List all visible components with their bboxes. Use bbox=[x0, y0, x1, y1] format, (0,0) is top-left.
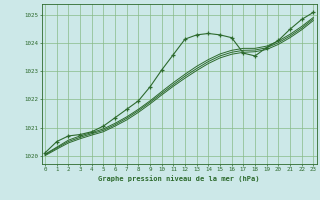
X-axis label: Graphe pression niveau de la mer (hPa): Graphe pression niveau de la mer (hPa) bbox=[99, 175, 260, 182]
